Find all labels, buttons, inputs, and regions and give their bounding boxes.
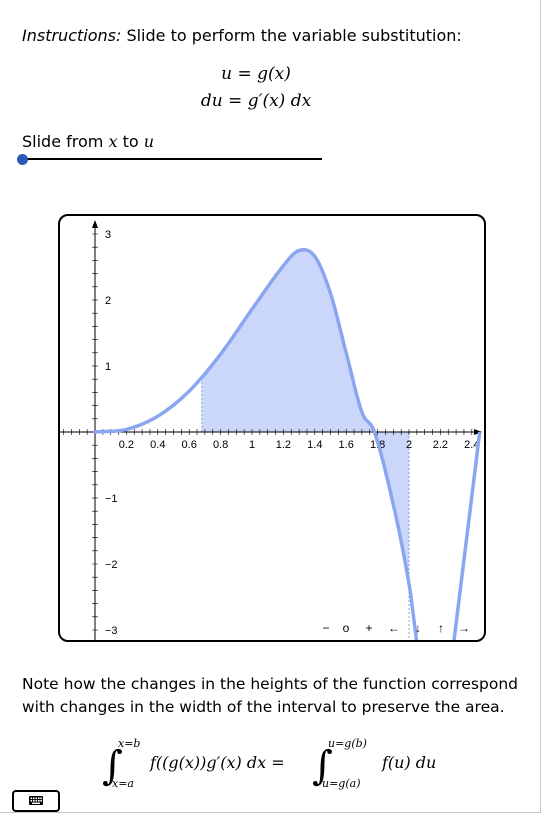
slider-label-prefix: Slide from [22, 132, 109, 151]
x-tick-label: 2 [406, 439, 412, 451]
y-tick-label: 1 [105, 361, 111, 373]
graph-panel[interactable]: 0.2 0.4 0.6 0.8 1 1.2 1.4 1.6 1.8 2 2.2 2.4 3 2 1 −1 −2−… [58, 214, 486, 642]
equation-differential: du = g′(x) dx [200, 91, 312, 111]
x-tick-label: 2.2 [433, 439, 448, 451]
integral-upper-x: x=b [118, 737, 140, 750]
graph-control-5[interactable]: ↑ [438, 621, 444, 635]
integral-upper-u: u=g(b) [328, 737, 367, 750]
y-axis-arrow [92, 220, 98, 228]
y-tick-label: 2 [105, 295, 111, 307]
graph-control-4[interactable]: ↓ [415, 621, 421, 635]
integral-identity: ∫ x=b x=a f((g(x))g′(x) dx = ∫ u=g(b) u=… [102, 737, 436, 790]
integral-lower-x: x=a [112, 777, 134, 790]
slider-label: Slide from x to u [22, 132, 154, 151]
equation-substitution: u = g(x) [221, 64, 291, 84]
integrand-x: f((g(x))g′(x) dx = [149, 753, 285, 772]
integral-lower-u: u=g(a) [322, 777, 360, 790]
graph-svg: 0.2 0.4 0.6 0.8 1 1.2 1.4 1.6 1.8 2 2.2 2.4321−1−2−… [60, 220, 482, 640]
slider-var-to: u [143, 132, 155, 151]
x-tick-label: 0.8 [213, 439, 228, 451]
graph-control-2[interactable]: + [365, 621, 372, 635]
graph-control-1[interactable]: o [343, 621, 350, 635]
x-tick-label: 1.2 [276, 439, 291, 451]
function-curve-right [452, 431, 482, 640]
x-tick-label: 0.4 [150, 439, 165, 451]
integral-sign-x: ∫ [102, 743, 123, 789]
function-curve [93, 248, 419, 640]
x-tick-label: 1.6 [339, 439, 354, 451]
graph-control-6[interactable]: → [458, 621, 470, 635]
y-tick-label: −3 [105, 625, 118, 637]
slider-label-mid: to [117, 132, 144, 151]
instructions: Instructions: Slide to perform the varia… [22, 26, 462, 45]
note-text: Note how the changes in the heights of t… [22, 675, 518, 716]
y-tick-label: −1 [105, 493, 118, 505]
integral-sign-u: ∫ [312, 743, 333, 789]
slider-thumb[interactable] [17, 154, 28, 165]
keyboard-button[interactable] [12, 790, 60, 812]
keyboard-icon [29, 796, 43, 805]
instructions-label: Instructions: [22, 26, 122, 45]
x-tick-label: 0.2 [119, 439, 134, 451]
slider-var-from: x [108, 132, 118, 151]
y-tick-label: 3 [105, 229, 111, 241]
x-tick-label: 1.4 [307, 439, 322, 451]
graph-control-3[interactable]: ← [388, 621, 400, 635]
y-tick-label: −2 [105, 559, 118, 571]
x-tick-label: 1 [249, 439, 255, 451]
integrand-u: f(u) du [381, 753, 436, 772]
graph-control-0[interactable]: − [322, 621, 329, 635]
slider-track[interactable] [22, 158, 322, 160]
x-tick-label: 0.6 [182, 439, 197, 451]
x-tick-label: 2.4 [464, 439, 479, 451]
instructions-text: Slide to perform the variable substituti… [121, 26, 462, 45]
shaded-area [201, 249, 409, 584]
